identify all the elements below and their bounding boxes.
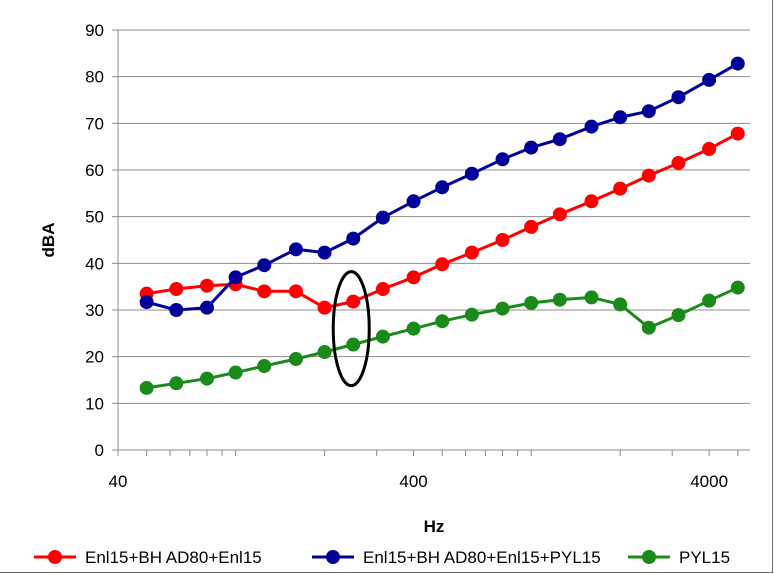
data-point (169, 376, 184, 391)
y-tick-label: 0 (95, 441, 104, 460)
data-point (228, 270, 243, 285)
legend-item: Enl15+BH AD80+Enl15+PYL15 (312, 548, 601, 567)
legend: Enl15+BH AD80+Enl15 Enl15+BH AD80+Enl15+P… (34, 548, 730, 567)
legend-swatch-marker (326, 550, 340, 564)
legend-swatch-marker (48, 550, 62, 564)
data-point (288, 352, 303, 366)
data-point (375, 329, 390, 344)
data-point (671, 308, 686, 323)
data-point (584, 290, 599, 305)
legend-label: PYL15 (679, 548, 730, 567)
data-point (199, 371, 214, 386)
data-point (552, 132, 567, 147)
tick-labels: 0 10 20 30 40 50 60 70 80 90 40 400 4000 (85, 21, 728, 491)
x-tick-label: 4000 (690, 472, 728, 491)
data-point (257, 359, 272, 373)
data-point (199, 278, 214, 293)
y-tick-label: 20 (85, 348, 104, 367)
legend-swatch-marker (642, 550, 656, 564)
legend-label: Enl15+BH AD80+Enl15 (85, 548, 262, 567)
data-point (257, 258, 272, 273)
legend-label: Enl15+BH AD80+Enl15+PYL15 (363, 548, 601, 567)
data-point (435, 180, 450, 195)
y-tick-label: 90 (85, 21, 104, 40)
data-point (139, 380, 154, 395)
data-point (641, 104, 656, 119)
data-point (671, 156, 686, 170)
data-point (288, 284, 303, 299)
data-point (552, 207, 567, 222)
data-point (317, 300, 332, 315)
data-point (288, 242, 303, 257)
data-point (346, 294, 361, 309)
data-point (730, 56, 745, 71)
series-lines (139, 56, 745, 395)
data-point (346, 337, 361, 352)
x-axis-title: Hz (424, 517, 445, 536)
data-point (435, 257, 450, 272)
data-point (613, 297, 628, 312)
data-point (495, 233, 510, 247)
data-point (524, 219, 539, 234)
y-tick-label: 80 (85, 68, 104, 87)
data-point (464, 245, 479, 260)
series-2 (139, 56, 745, 317)
series-1 (139, 126, 745, 315)
data-point (671, 90, 686, 105)
data-point (552, 292, 567, 307)
data-point (375, 210, 390, 225)
data-point (524, 296, 539, 310)
x-tick-label: 40 (109, 472, 128, 491)
grid-lines (118, 29, 750, 404)
data-point (495, 152, 510, 167)
data-point (730, 126, 745, 141)
y-tick-label: 10 (85, 394, 104, 413)
data-point (702, 293, 717, 308)
legend-item: PYL15 (628, 548, 730, 567)
legend-item: Enl15+BH AD80+Enl15 (34, 548, 262, 567)
data-point (169, 303, 184, 317)
data-point (702, 142, 717, 156)
data-point (730, 280, 745, 295)
data-point (257, 284, 272, 299)
data-point (228, 365, 243, 380)
y-tick-label: 70 (85, 114, 104, 133)
series-3 (139, 280, 745, 395)
data-point (641, 320, 656, 335)
data-point (584, 119, 599, 134)
data-point (317, 345, 332, 359)
data-point (169, 282, 184, 296)
y-tick-label: 30 (85, 301, 104, 320)
data-point (346, 231, 361, 246)
annotations (331, 270, 371, 388)
data-point (641, 168, 656, 183)
data-point (139, 295, 154, 310)
y-tick-label: 40 (85, 254, 104, 273)
data-point (702, 72, 717, 87)
data-point (375, 282, 390, 296)
data-point (406, 194, 421, 209)
data-point (317, 245, 332, 260)
data-point (613, 110, 628, 125)
data-point (495, 301, 510, 316)
y-tick-label: 60 (85, 161, 104, 180)
data-point (199, 300, 214, 315)
y-tick-label: 50 (85, 208, 104, 227)
x-tick-label: 400 (399, 472, 427, 491)
y-axis-title: dBA (39, 223, 58, 258)
axes (112, 29, 750, 456)
data-point (584, 194, 599, 209)
data-point (464, 307, 479, 322)
data-point (524, 140, 539, 155)
data-point (435, 314, 450, 329)
highlight-ellipse (331, 270, 371, 388)
data-point (406, 270, 421, 285)
data-point (464, 166, 479, 181)
data-point (613, 181, 628, 196)
data-point (406, 321, 421, 336)
